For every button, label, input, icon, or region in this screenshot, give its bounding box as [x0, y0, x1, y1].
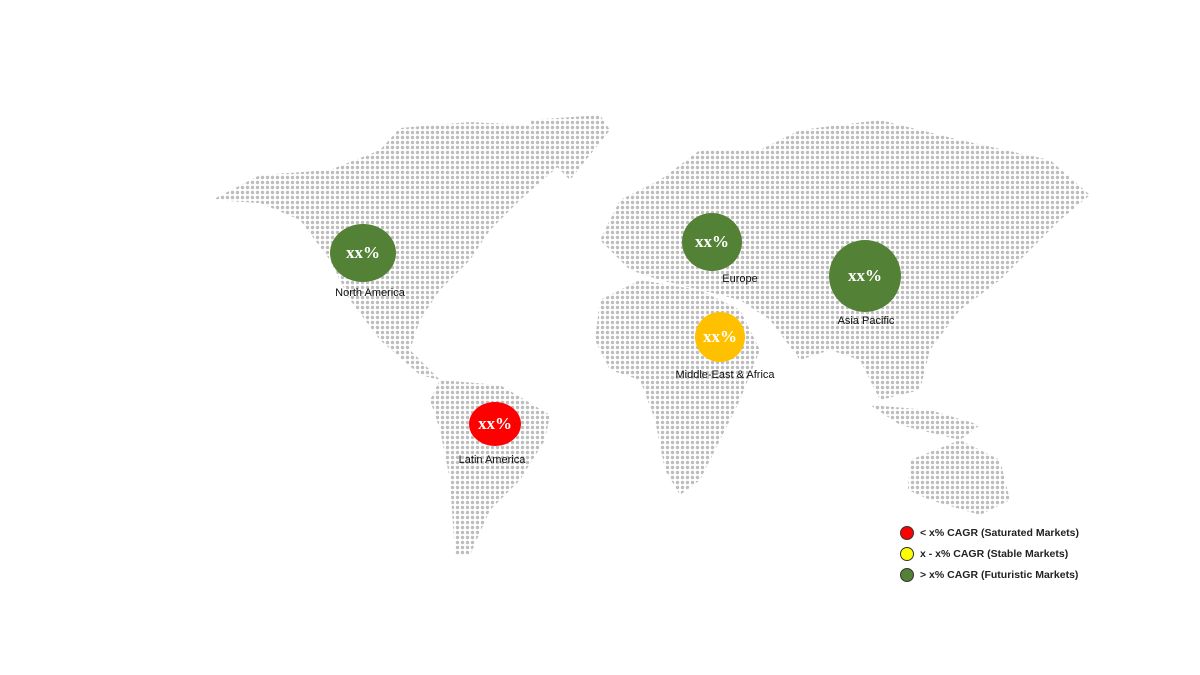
legend: < x% CAGR (Saturated Markets) x - x% CAG…: [900, 522, 1079, 585]
bubble-europe: xx%: [682, 213, 742, 271]
label-middle-east-africa: Middle-East & Africa: [675, 369, 775, 381]
label-europe: Europe: [722, 273, 758, 285]
legend-item-saturated: < x% CAGR (Saturated Markets): [900, 522, 1079, 543]
legend-item-futuristic: > x% CAGR (Futuristic Markets): [900, 564, 1079, 585]
continent-australia: [908, 440, 1010, 515]
bubble-latin-america: xx%: [469, 402, 521, 446]
continent-africa: [595, 280, 760, 495]
green-circle-icon: [900, 567, 914, 582]
bubble-north-america: xx%: [330, 224, 396, 282]
islands-indonesia: [870, 405, 980, 440]
label-north-america: North America: [335, 287, 405, 299]
bubble-asia-pacific: xx%: [829, 240, 901, 312]
continent-greenland: [530, 115, 610, 180]
legend-label: < x% CAGR (Saturated Markets): [920, 526, 1080, 539]
bubble-middle-east-africa: xx%: [695, 312, 745, 362]
red-circle-icon: [900, 525, 914, 540]
yellow-circle-icon: [900, 546, 914, 561]
label-latin-america: Latin America: [458, 454, 526, 466]
legend-item-stable: x - x% CAGR (Stable Markets): [900, 543, 1079, 564]
label-asia-pacific: Asia Pacific: [837, 315, 895, 327]
legend-label: > x% CAGR (Futuristic Markets): [920, 568, 1079, 581]
legend-label: x - x% CAGR (Stable Markets): [920, 547, 1069, 560]
